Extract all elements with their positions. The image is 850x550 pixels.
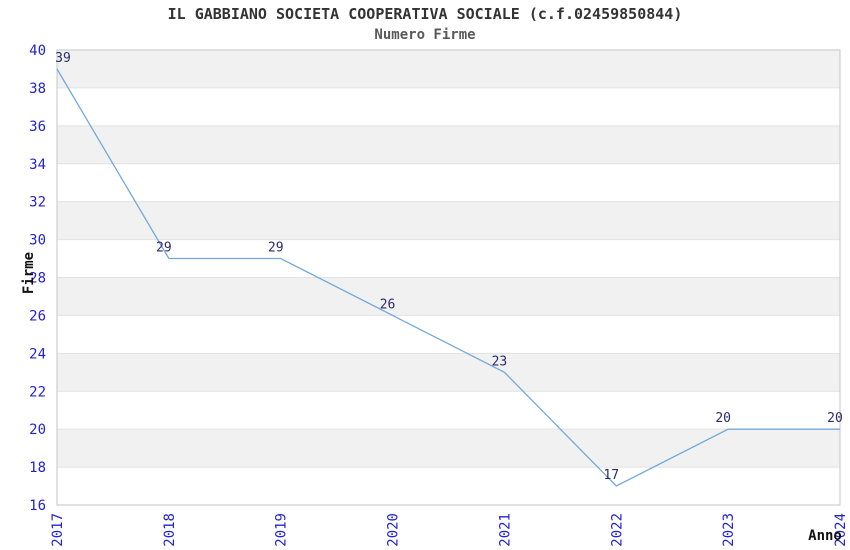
x-tick-label: 2020 [386, 513, 402, 547]
y-tick-label: 28 [29, 271, 46, 287]
y-tick-label: 40 [29, 43, 46, 59]
plot-band [57, 125, 840, 164]
data-label: 20 [827, 411, 843, 426]
x-tick-label: 2024 [833, 513, 849, 547]
y-tick-label: 20 [29, 422, 46, 438]
data-label: 20 [715, 411, 731, 426]
y-tick-label: 22 [29, 384, 46, 400]
y-axis-title: Firme [21, 251, 37, 295]
series-line [56, 68, 840, 487]
data-label: 17 [603, 468, 619, 483]
x-tick-label: 2019 [274, 513, 290, 547]
chart-title: IL GABBIANO SOCIETA COOPERATIVA SOCIALE … [167, 5, 683, 23]
plot-border [56, 49, 841, 506]
y-tick-label: 38 [29, 81, 46, 97]
data-label: 26 [380, 297, 396, 312]
y-tick-label: 34 [29, 157, 46, 173]
x-tick-label: 2022 [609, 513, 625, 547]
x-tick-label: 2023 [721, 513, 737, 547]
data-label: 23 [492, 354, 508, 369]
y-tick-label: 26 [29, 308, 46, 324]
x-tick-label: 2018 [162, 513, 178, 547]
y-tick-label: 16 [29, 498, 46, 514]
y-tick-label: 32 [29, 195, 46, 211]
x-tick-label: 2017 [50, 513, 66, 547]
chart-subtitle: Numero Firme [374, 27, 476, 43]
x-axis-title: Anno [808, 528, 842, 544]
x-tick-label: 2021 [497, 513, 513, 547]
plot-band [57, 201, 840, 240]
plot-band [57, 277, 840, 316]
data-label: 29 [268, 241, 284, 256]
y-tick-label: 36 [29, 119, 46, 135]
y-tick-label: 24 [29, 346, 46, 362]
data-label: 39 [55, 51, 71, 66]
y-tick-label: 30 [29, 233, 46, 249]
plot-band [57, 50, 840, 88]
y-tick-label: 18 [29, 460, 46, 476]
plot-band [57, 353, 840, 392]
plot-band [57, 429, 840, 468]
data-label: 29 [156, 241, 172, 256]
